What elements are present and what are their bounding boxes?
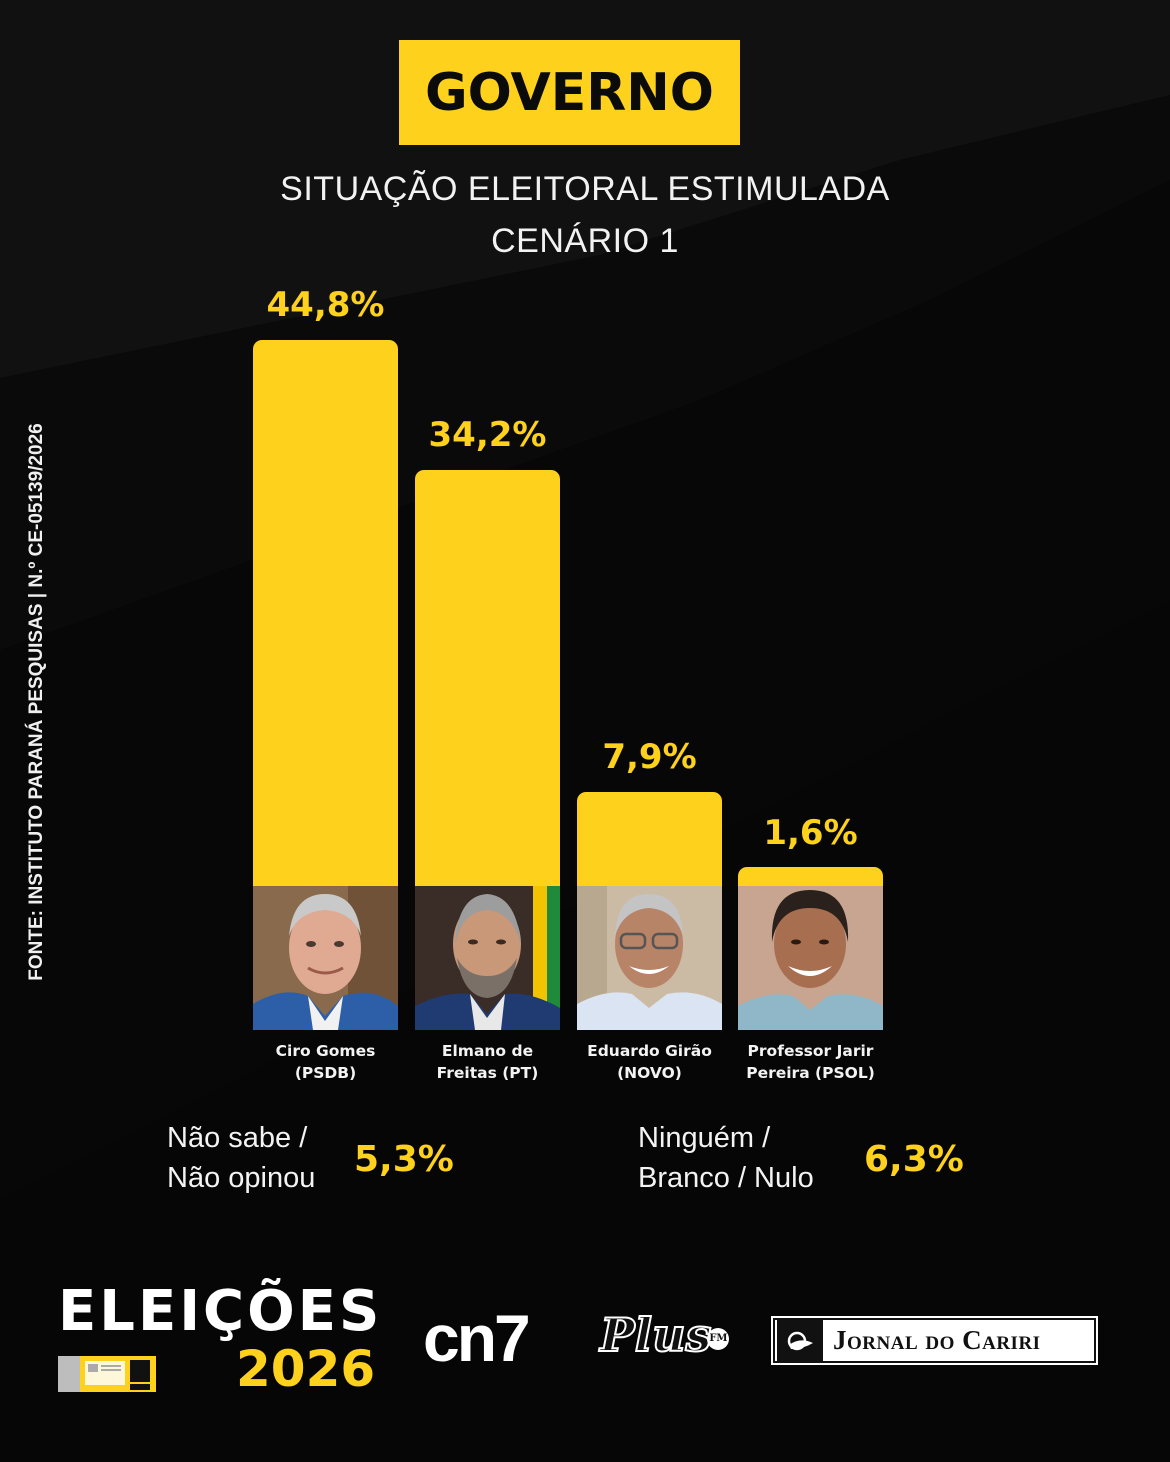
extra-nao-sabe: Não sabe / Não opinou	[167, 1118, 315, 1198]
title-banner: GOVERNO	[399, 40, 740, 145]
bar-value-label: 1,6%	[763, 813, 858, 853]
candidate-photo-eduardo-girao	[577, 886, 722, 1030]
extra-value: 5,3%	[354, 1139, 454, 1180]
extra-ninguem-branco-nulo: Ninguém / Branco / Nulo	[638, 1118, 814, 1198]
extra-value: 6,3%	[864, 1139, 964, 1180]
scenario-label: CENÁRIO 1	[491, 222, 679, 260]
page-title: GOVERNO	[424, 62, 715, 123]
logo-cn7: cn7	[423, 1301, 531, 1375]
jornal-emblem-icon	[777, 1320, 823, 1361]
bar-value-label: 7,9%	[602, 737, 697, 777]
bar-value-label: 44,8%	[266, 285, 385, 325]
source-note: FONTE: INSTITUTO PARANÁ PESQUISAS | N.º …	[26, 423, 47, 981]
candidate-name: Eduardo Girão (NOVO)	[587, 1042, 712, 1082]
ballot-machine-icon	[58, 1354, 158, 1394]
subtitle: SITUAÇÃO ELEITORAL ESTIMULADA	[280, 170, 890, 208]
bar	[738, 867, 883, 886]
candidate-photo-elmano-de-freitas	[415, 886, 560, 1030]
candidate-name: Elmano de Freitas (PT)	[436, 1042, 539, 1082]
bar	[415, 470, 560, 886]
logo-jornal-do-cariri: Jornal do Cariri	[771, 1316, 1098, 1365]
extra-label: Ninguém / Branco / Nulo	[638, 1122, 814, 1194]
candidate-name: Professor Jarir Pereira (PSOL)	[746, 1042, 875, 1082]
logo-eleicoes-2026: ELEIÇÕES 2026	[58, 1279, 383, 1398]
bar	[577, 792, 722, 886]
candidate-photo-ciro-gomes	[253, 886, 398, 1030]
extra-label: Não sabe / Não opinou	[167, 1122, 316, 1194]
candidate-name: Ciro Gomes (PSDB)	[275, 1042, 376, 1082]
logo-plus-fm: PlusFM	[599, 1307, 730, 1363]
candidate-photo-jarir-pereira	[738, 886, 883, 1030]
bar-value-label: 34,2%	[428, 415, 547, 455]
bar	[253, 340, 398, 886]
